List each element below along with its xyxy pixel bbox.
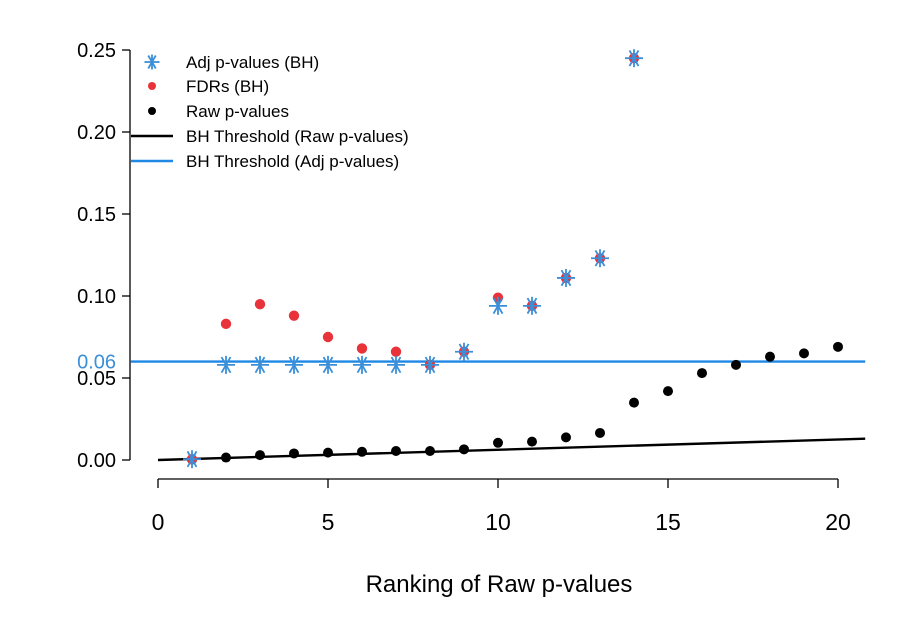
adj-pvalue-point — [625, 49, 643, 68]
legend-item: FDRs (BH) — [148, 77, 269, 96]
fdr-point — [356, 343, 368, 354]
adj-pvalue-point — [251, 355, 269, 374]
x-tick-label: 0 — [152, 509, 165, 535]
legend-item: Adj p-values (BH) — [144, 53, 319, 72]
legend: Adj p-values (BH) FDRs (BH) Raw p-values BH… — [131, 53, 409, 171]
raw-pvalue-point — [629, 397, 639, 408]
adj-pvalue-point — [421, 355, 439, 374]
raw-pvalue-point — [595, 427, 605, 438]
legend-label: BH Threshold (Adj p-values) — [186, 152, 399, 171]
y-tick-label-highlight: 0.06 — [77, 352, 116, 374]
raw-pvalue-point — [697, 368, 707, 379]
raw-pvalue-point — [527, 436, 537, 447]
x-tick-label: 15 — [655, 509, 681, 535]
series-points — [183, 49, 843, 469]
adj-pvalue-point — [285, 355, 303, 374]
fdr-point — [390, 346, 402, 357]
y-tick-label: 0.10 — [77, 286, 116, 308]
raw-pvalue-point — [561, 432, 571, 443]
raw-pvalue-point — [833, 341, 843, 352]
raw-pvalue-point — [357, 446, 367, 457]
legend-label: BH Threshold (Raw p-values) — [186, 127, 409, 146]
raw-pvalue-point — [663, 386, 673, 397]
fdr-point — [220, 318, 232, 330]
adj-pvalue-point — [557, 268, 575, 287]
adj-pvalue-point — [387, 355, 405, 374]
raw-pvalue-point — [731, 359, 741, 370]
y-tick-label: 0.15 — [77, 204, 116, 226]
x-tick-label: 5 — [322, 509, 335, 535]
series-lines — [130, 360, 866, 462]
adj-pvalue-point — [353, 355, 371, 374]
raw-pvalue-point — [493, 437, 503, 448]
adj-pvalue-point — [217, 355, 235, 374]
legend-symbol-fdr — [148, 82, 156, 90]
fdr-point — [288, 310, 300, 321]
y-tick-label: 0.25 — [77, 40, 116, 62]
legend-symbol-raw — [148, 107, 156, 115]
x-tick-label: 10 — [485, 509, 511, 535]
legend-item: BH Threshold (Adj p-values) — [131, 152, 399, 171]
legend-symbol-adj — [144, 54, 160, 70]
x-ticks: 0 5 10 15 20 — [152, 479, 851, 535]
adj-pvalue-point — [319, 355, 337, 374]
fdr-point — [322, 331, 334, 343]
legend-label: FDRs (BH) — [186, 77, 269, 96]
x-tick-label: 20 — [825, 509, 851, 535]
adj-pvalue-point — [523, 296, 541, 315]
adj-pvalue-point — [455, 342, 473, 361]
raw-pvalue-point — [391, 445, 401, 456]
adj-pvalue-point — [183, 450, 201, 469]
legend-label: Raw p-values — [186, 102, 289, 121]
y-tick-label: 0.20 — [77, 122, 116, 144]
adj-pvalue-point — [591, 249, 609, 268]
raw-pvalue-point — [289, 448, 299, 459]
legend-item: Raw p-values — [148, 102, 289, 121]
raw-pvalue-point — [459, 444, 469, 455]
y-tick-label: 0.00 — [77, 450, 116, 472]
raw-pvalue-point — [221, 452, 231, 463]
fdr-point — [254, 299, 266, 310]
legend-item: BH Threshold (Raw p-values) — [131, 127, 409, 146]
raw-pvalue-point — [765, 351, 775, 362]
raw-pvalue-point — [425, 445, 435, 456]
raw-pvalue-point — [323, 447, 333, 458]
raw-pvalue-point — [255, 450, 265, 461]
x-axis-title: Ranking of Raw p-values — [366, 571, 633, 598]
bh-threshold-raw-line — [157, 437, 866, 462]
legend-label: Adj p-values (BH) — [186, 53, 319, 72]
raw-pvalue-point — [799, 348, 809, 359]
y-tick-label: 0.05 — [77, 368, 116, 390]
adj-pvalue-point — [489, 296, 507, 315]
y-ticks: 0.00 0.05 0.10 0.15 0.20 0.25 0.06 — [77, 40, 130, 472]
